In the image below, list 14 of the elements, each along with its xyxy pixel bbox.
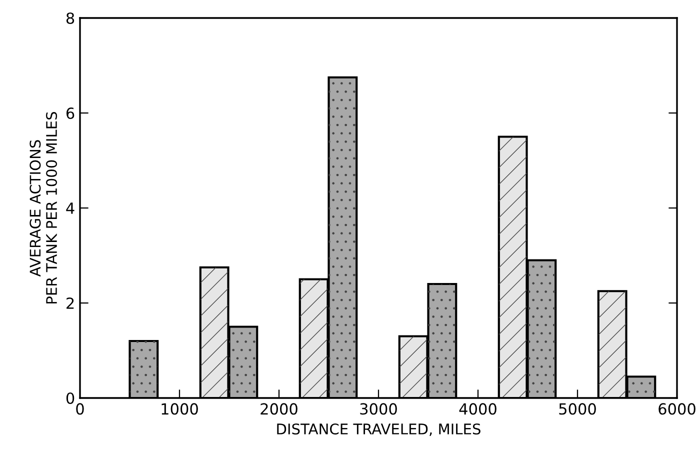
x-tick-label: 5000: [559, 403, 596, 415]
y-tick-label: 0: [66, 392, 74, 404]
x-tick-label: 4000: [459, 403, 496, 415]
x-tick-label: 0: [76, 403, 84, 415]
x-tick-label: 3000: [360, 403, 397, 415]
y-axis-title: AVERAGE ACTIONS PER TANK PER 1000 MILES: [30, 112, 58, 304]
x-axis-title: DISTANCE TRAVELED, MILES: [277, 423, 480, 436]
x-tick-label: 6000: [658, 403, 696, 415]
y-tick-label: 8: [66, 12, 74, 24]
y-tick-label: 2: [66, 297, 74, 309]
x-tick-label: 2000: [260, 403, 298, 415]
y-tick-label: 4: [66, 202, 74, 214]
x-tick-label: 1000: [162, 403, 198, 415]
y-tick-label: 6: [66, 107, 74, 120]
